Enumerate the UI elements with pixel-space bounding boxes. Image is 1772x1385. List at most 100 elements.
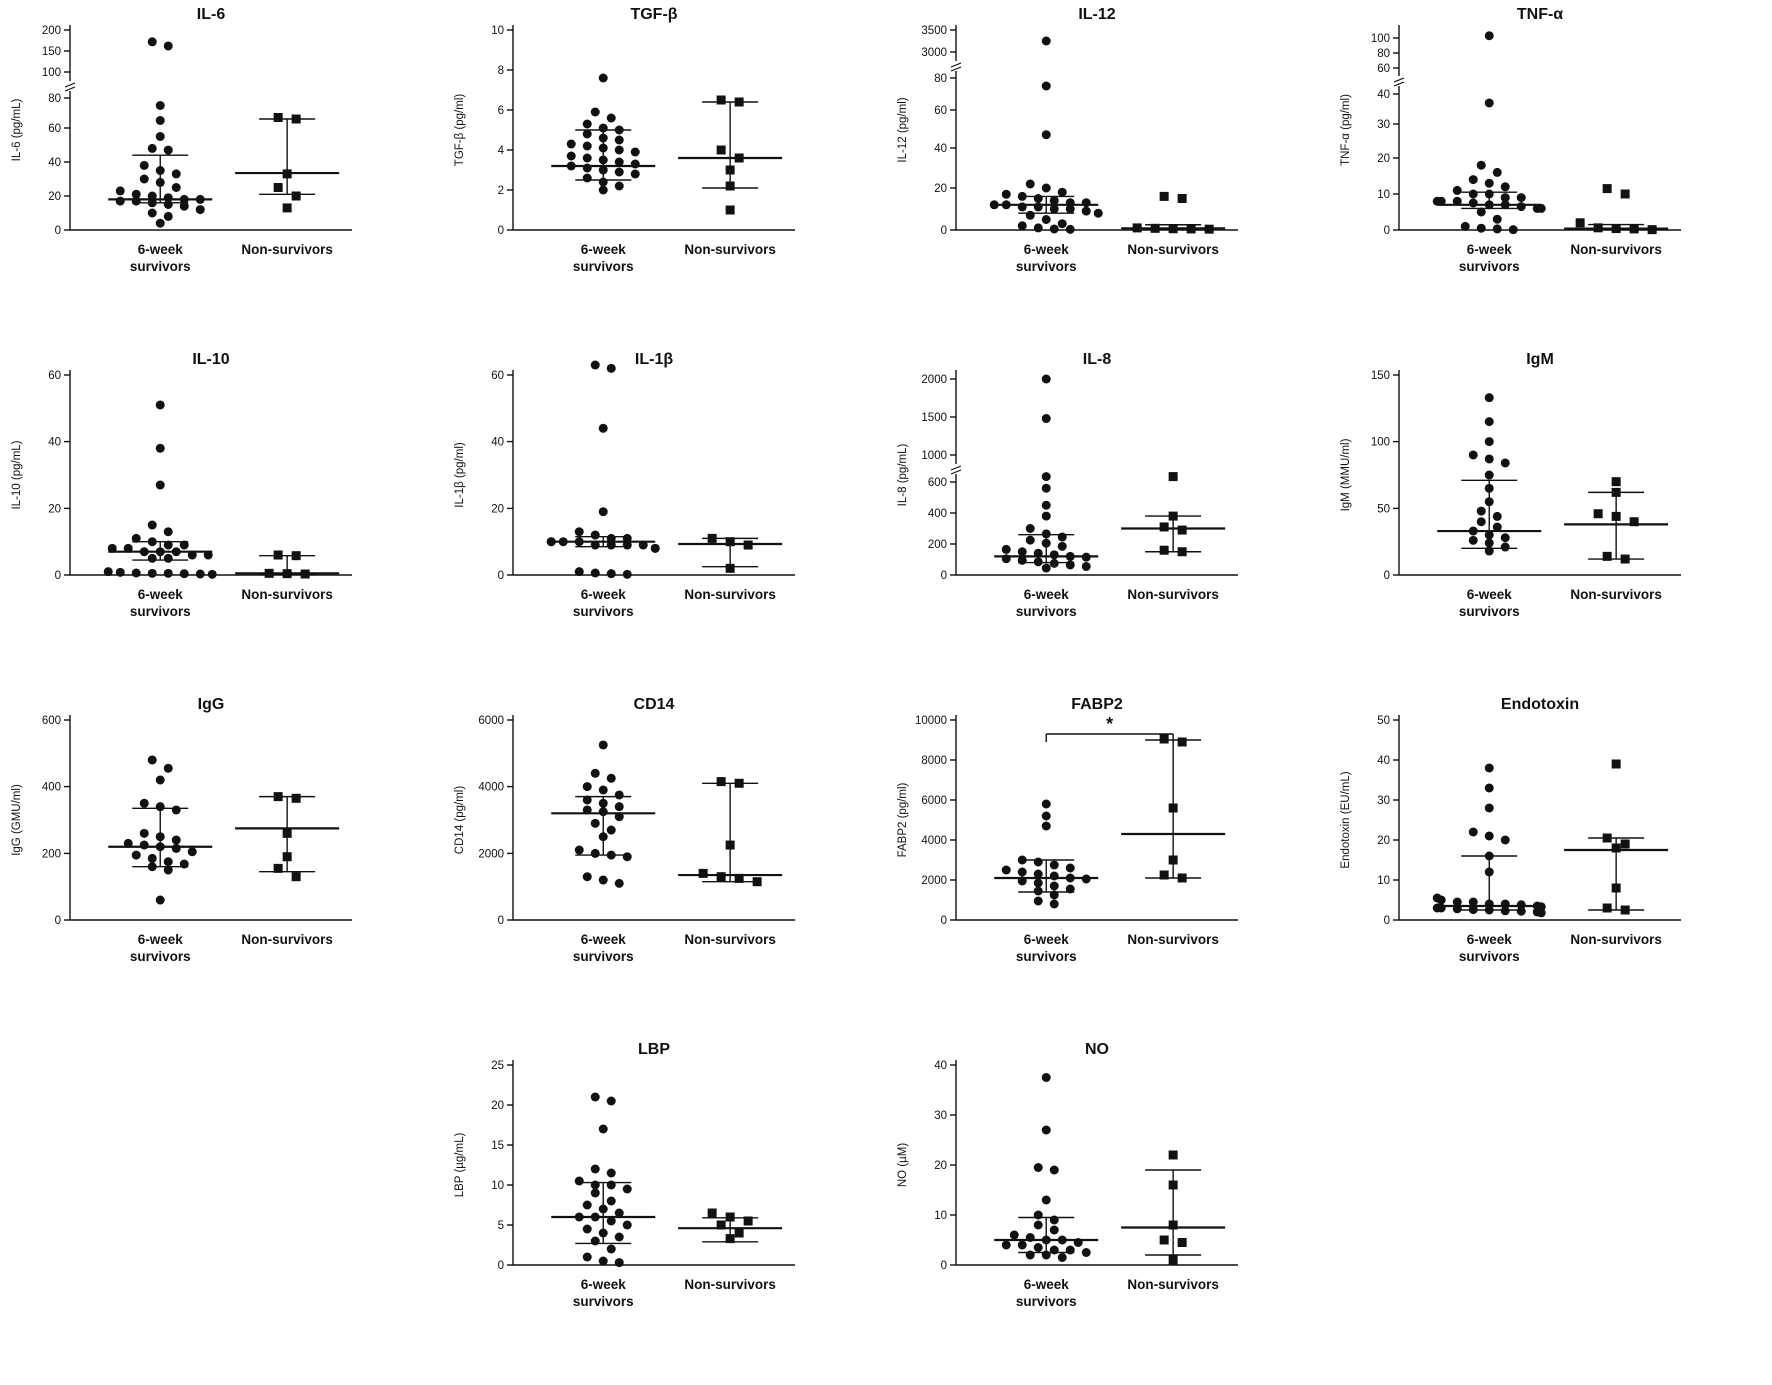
data-point-square	[273, 183, 283, 192]
chart-title: NO	[1085, 1041, 1109, 1058]
y-tick-label: 200	[42, 25, 61, 37]
data-point-circle	[614, 878, 624, 888]
y-tick-label: 0	[498, 225, 504, 237]
y-tick-label: 60	[48, 123, 61, 135]
axis-break-gap	[66, 81, 74, 91]
data-point-circle	[187, 550, 197, 560]
data-point-circle	[1468, 175, 1478, 185]
data-point-circle	[1484, 470, 1494, 480]
y-tick-label: 30	[1377, 795, 1390, 807]
panel-il-6: IL-6 IL-6 (pg/mL) 0 20 40 60 80 100 150 200 6-week…	[0, 0, 443, 345]
y-tick-label: 0	[498, 1260, 504, 1272]
data-point-circle	[163, 41, 173, 51]
data-point-circle	[115, 186, 125, 196]
data-point-circle	[155, 132, 165, 141]
data-point-circle	[590, 1212, 600, 1222]
y-axis-label: TGF-β (pg/ml)	[454, 94, 466, 167]
data-point-circle	[1081, 552, 1091, 562]
data-point-square	[282, 852, 292, 862]
data-point-circle	[1001, 189, 1011, 199]
y-tick-label: 0	[498, 915, 504, 927]
data-point-circle	[650, 543, 660, 553]
data-point-circle	[1484, 483, 1494, 493]
y-tick-label: 40	[1377, 89, 1390, 101]
data-point-square	[282, 169, 292, 179]
data-point-circle	[171, 169, 181, 179]
data-point-circle	[1057, 532, 1067, 542]
data-point-circle	[1057, 541, 1067, 551]
data-point-circle	[614, 1208, 624, 1218]
data-point-square	[282, 828, 292, 838]
group-label: survivors	[573, 1294, 634, 1309]
data-point-circle	[1025, 210, 1035, 220]
data-point-circle	[630, 159, 640, 169]
data-point-circle	[1041, 374, 1051, 384]
data-point-circle	[131, 850, 141, 860]
group-label: 6-week	[1467, 587, 1513, 602]
data-point-circle	[1065, 863, 1075, 873]
data-point-circle	[582, 173, 592, 183]
data-point-square	[1620, 839, 1630, 849]
data-point-circle	[614, 167, 624, 177]
panel-fabp2: FABP2 FABP2 (pg/ml) 0 2000 4000 6000 8000 10000…	[886, 690, 1329, 1035]
data-point-circle	[1033, 548, 1043, 558]
data-point-circle	[1468, 905, 1478, 915]
data-point-circle	[1041, 529, 1051, 539]
panel-tnf: TNF-α TNF-α (pg/ml) 0 10 20 30 40 60 80 100 6-week…	[1329, 0, 1772, 345]
data-point-circle	[1081, 874, 1091, 884]
axis-break	[950, 465, 962, 471]
data-point-circle	[638, 540, 648, 550]
group-label: survivors	[1459, 604, 1520, 619]
data-point-circle	[1041, 1125, 1051, 1135]
data-point-circle	[1476, 223, 1486, 233]
data-point-square	[1602, 184, 1612, 194]
data-point-circle	[1492, 214, 1502, 224]
data-point-circle	[1536, 203, 1546, 213]
data-point-square	[291, 872, 301, 882]
data-point-square	[291, 551, 301, 561]
data-point-circle	[163, 540, 173, 550]
data-point-circle	[566, 151, 576, 161]
y-tick-label: 4000	[478, 782, 504, 794]
data-point-circle	[1484, 98, 1494, 108]
data-point-circle	[574, 1212, 584, 1222]
group-label: Non-survivors	[684, 932, 776, 947]
data-point-circle	[614, 135, 624, 145]
chart-il-8: IL-8 IL-8 (pg/mL) 0 200 400 600 1000 1500 2000 6-…	[897, 351, 1238, 619]
data-point-circle	[179, 859, 189, 869]
data-point-circle	[1468, 526, 1478, 536]
data-point-circle	[147, 568, 157, 578]
y-axis-label: FABP2 (pg/ml)	[897, 782, 909, 857]
axis-break	[64, 86, 76, 92]
data-point-square	[725, 537, 735, 547]
y-tick-label: 4000	[921, 835, 947, 847]
data-point-circle	[1492, 167, 1502, 177]
data-point-circle	[1017, 876, 1027, 886]
data-point-circle	[163, 527, 173, 537]
group-label: survivors	[1016, 604, 1077, 619]
data-point-circle	[1065, 204, 1075, 214]
data-point-circle	[598, 807, 608, 817]
data-point-circle	[598, 875, 608, 885]
data-point-square	[1159, 191, 1169, 201]
data-point-square	[1168, 472, 1178, 482]
data-point-square	[1611, 477, 1621, 487]
y-tick-label: 0	[1384, 570, 1390, 582]
data-point-square	[1611, 487, 1621, 497]
data-point-circle	[1049, 890, 1059, 900]
data-point-circle	[614, 812, 624, 822]
data-point-circle	[1041, 511, 1051, 521]
data-point-square	[1168, 1180, 1178, 1190]
data-point-circle	[1049, 1225, 1059, 1235]
data-point-circle	[147, 143, 157, 153]
data-point-circle	[1081, 1248, 1091, 1257]
data-point-circle	[606, 1244, 616, 1254]
chart-title: IL-6	[197, 6, 226, 23]
data-point-circle	[1049, 550, 1059, 560]
y-tick-label: 2	[498, 185, 504, 197]
y-tick-label: 0	[55, 570, 61, 582]
data-point-circle	[1033, 223, 1043, 233]
data-point-circle	[546, 537, 556, 547]
chart-title: CD14	[634, 696, 675, 713]
y-tick-label: 600	[928, 477, 947, 489]
